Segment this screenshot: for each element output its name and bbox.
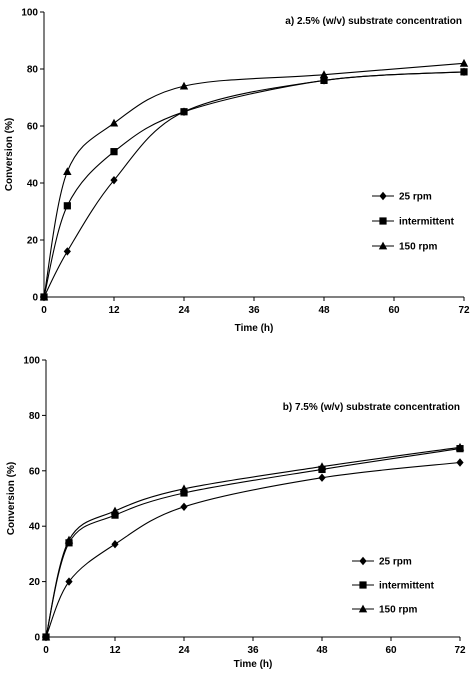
x-tick-label: 12 [108,305,120,316]
y-tick-label: 80 [29,411,41,422]
data-point-diamond [63,247,71,256]
x-axis-title: Time (h) [235,323,274,334]
data-point-diamond [111,540,119,549]
legend-marker-square [359,581,367,589]
y-tick-label: 100 [23,356,40,367]
data-point-square [180,489,188,497]
data-point-triangle [459,58,469,67]
x-tick-label: 24 [178,645,190,656]
chart-panel-b: 0 20 40 60 80 100 0 12 24 36 48 60 72 Time (h) Convers… [6,356,466,671]
data-point-triangle [179,81,189,90]
data-point-triangle [179,484,189,493]
y-tick-label: 40 [29,522,41,533]
data-point-diamond [180,502,188,512]
legend-marker-square [379,217,387,225]
legend-marker-triangle [358,604,368,613]
legend-label: 150 rpm [379,605,417,616]
y-tick-label: 60 [29,466,41,477]
y-tick-label: 60 [27,122,39,133]
y-axis-title: Conversion (%) [4,118,15,191]
data-point-square [110,148,118,156]
x-tick-label: 24 [178,305,190,316]
data-point-diamond [318,473,326,482]
legend-marker-diamond [359,556,367,566]
data-point-diamond [110,175,118,185]
data-point-triangle [319,70,329,79]
y-tick-label: 20 [27,236,39,247]
x-tick-label: 36 [248,305,260,316]
data-point-square [460,68,468,76]
y-tick-label: 40 [27,179,39,190]
x-tick-label: 12 [109,645,121,656]
y-tick-label: 0 [34,633,40,644]
series-line-square [45,448,461,638]
y-tick-label: 80 [27,65,39,76]
series-line-triangle [45,446,461,638]
data-point-square [63,202,71,210]
legend-marker-triangle [378,241,388,250]
x-tick-label: 60 [385,645,397,656]
x-tick-label: 0 [41,305,47,316]
legend-label: 25 rpm [399,192,432,203]
legend-label: 25 rpm [379,557,412,568]
x-tick-label: 0 [43,645,49,656]
x-tick-label: 60 [388,305,400,316]
y-axis-title: Conversion (%) [6,462,17,535]
x-tick-label: 72 [458,305,470,316]
x-axis-title: Time (h) [234,659,273,670]
data-point-triangle [63,167,72,175]
chart-title: b) 7.5% (w/v) substrate concentration [283,402,460,413]
series-line-square [43,71,465,298]
data-point-triangle [317,462,327,471]
series-line-diamond [43,71,465,298]
data-point-diamond [456,458,464,467]
x-tick-label: 72 [454,645,466,656]
y-tick-label: 0 [32,293,38,304]
y-tick-label: 100 [21,8,38,19]
data-point-triangle [41,632,51,641]
legend-label: intermittent [399,217,455,228]
legend-label: intermittent [379,581,435,592]
chart-panel-a: 0 20 40 60 80 100 0 12 24 36 48 60 72 Time (h) Convers… [4,8,470,335]
data-point-square [180,108,188,116]
legend-label: 150 rpm [399,242,437,253]
data-point-triangle [455,442,465,451]
chart-title: a) 2.5% (w/v) substrate concentration [285,16,462,27]
data-point-square [111,511,119,519]
x-tick-label: 36 [247,645,259,656]
data-point-triangle [64,535,74,544]
x-tick-label: 48 [316,645,328,656]
data-point-diamond [65,577,73,586]
series-line-triangle [43,62,465,298]
data-point-square [320,76,328,84]
y-tick-label: 20 [29,577,41,588]
x-tick-label: 48 [318,305,330,316]
data-point-triangle [39,292,49,301]
data-point-triangle [109,118,119,127]
legend-marker-diamond [379,191,387,201]
data-point-triangle [110,506,120,515]
